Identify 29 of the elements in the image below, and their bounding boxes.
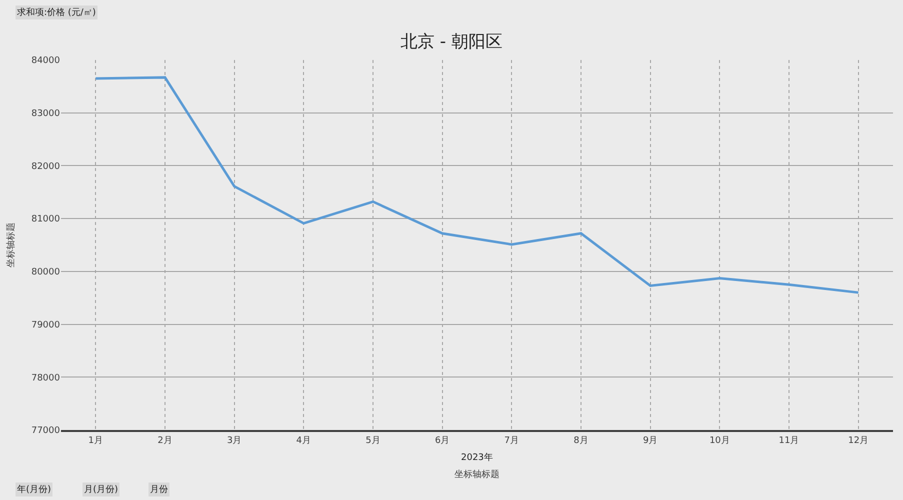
line-series (94, 76, 860, 294)
x-tick-label: 8月 (574, 436, 588, 446)
y-tick-label: 81000 (31, 214, 60, 225)
text: 年(月份) (17, 484, 52, 495)
x-tick-label: 9月 (642, 436, 658, 446)
y-tick-label: 79000 (31, 320, 60, 330)
x-tick-label: 11月 (778, 436, 800, 446)
text: 月(月份) (84, 484, 118, 495)
y-tick-label: 77000 (31, 426, 60, 436)
y-tick-label: 84000 (31, 56, 60, 66)
text: 月份 (150, 484, 168, 495)
y-tick-label: 80000 (31, 268, 60, 278)
x-tick-label: 5月 (366, 436, 380, 446)
x-tick-label: 2月 (158, 436, 172, 446)
x-tick-label: 3月 (226, 436, 242, 446)
x-tick-label: 10月 (709, 436, 730, 446)
x-tick-label: 12月 (848, 436, 869, 446)
text: 2023年 (461, 452, 493, 463)
y-tick-label: 78000 (31, 373, 60, 384)
chart-title: 北京 - 朝阳区 (400, 32, 502, 52)
x-axis-title: 坐标轴标题 (454, 469, 500, 480)
y-tick-label: 82000 (31, 162, 60, 172)
y-tick-label: 83000 (31, 109, 60, 120)
x-tick-label: 1月 (88, 436, 104, 446)
y-axis-title: 坐标轴标题 (6, 222, 17, 268)
text: 求和项:价格 (元/㎡) (17, 7, 96, 18)
x-tick-label: 7月 (504, 436, 520, 446)
x-tick-label: 4月 (296, 436, 312, 446)
x-tick-label: 6月 (434, 436, 450, 446)
